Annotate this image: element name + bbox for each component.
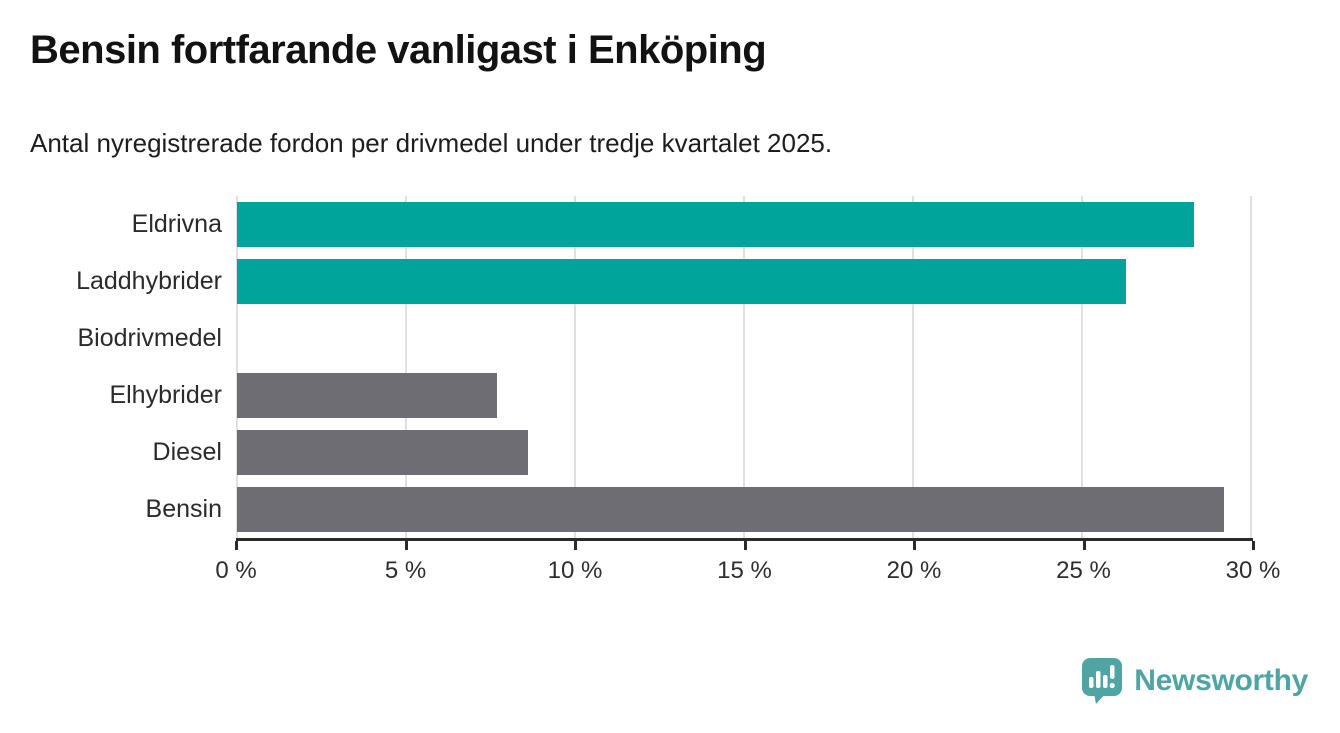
bar-chart: Eldrivna Laddhybrider Biodrivmedel Elhybrid… xyxy=(0,196,1340,606)
newsworthy-speech-bubble-barchart-icon xyxy=(1081,657,1123,705)
plot-area xyxy=(236,196,1252,538)
axis-tick xyxy=(235,541,238,550)
axis-tick xyxy=(743,541,747,550)
axis-tick-label: 0 % xyxy=(215,557,257,584)
category-label: Laddhybrider xyxy=(76,267,222,295)
category-label: Bensin xyxy=(145,495,222,523)
gridline xyxy=(405,196,407,538)
bar-eldrivna xyxy=(237,202,1194,247)
chart-subtitle: Antal nyregistrerade fordon per drivmede… xyxy=(30,128,833,158)
bar-diesel xyxy=(237,430,528,475)
bar-laddhybrider xyxy=(237,259,1126,304)
gridline xyxy=(1250,196,1252,538)
axis-tick xyxy=(1082,541,1086,550)
axis-tick-label: 15 % xyxy=(717,557,772,584)
axis-tick-label: 10 % xyxy=(547,557,603,584)
category-label: Elhybrider xyxy=(109,381,222,409)
gridline xyxy=(574,196,576,538)
axis-tick xyxy=(574,541,577,550)
axis-tick-label: 30 % xyxy=(1225,557,1281,584)
axis-tick xyxy=(404,541,408,550)
bar-bensin xyxy=(237,487,1224,532)
chart-title: Bensin fortfarande vanligast i Enköping xyxy=(30,28,767,72)
axis-tick-label: 5 % xyxy=(384,557,427,584)
axis-tick xyxy=(1252,541,1255,550)
gridline xyxy=(912,196,914,538)
gridline xyxy=(1081,196,1083,538)
newsworthy-logo-text: Newsworthy xyxy=(1134,664,1308,697)
category-label: Biodrivmedel xyxy=(77,324,222,352)
category-labels: Eldrivna Laddhybrider Biodrivmedel Elhybrid… xyxy=(0,196,222,538)
axis-tick-label: 25 % xyxy=(1056,557,1111,584)
bar-elhybrider xyxy=(237,373,498,418)
gridline xyxy=(236,196,238,538)
axis-tick xyxy=(913,541,916,550)
newsworthy-logo: Newsworthy xyxy=(1081,657,1308,705)
category-label: Diesel xyxy=(152,438,222,466)
x-axis: 0 % 5 % 10 % 15 % 20 % 25 % 30 % xyxy=(215,538,1280,598)
gridline xyxy=(743,196,745,538)
axis-tick-label: 20 % xyxy=(886,557,942,584)
category-label: Eldrivna xyxy=(131,210,222,238)
